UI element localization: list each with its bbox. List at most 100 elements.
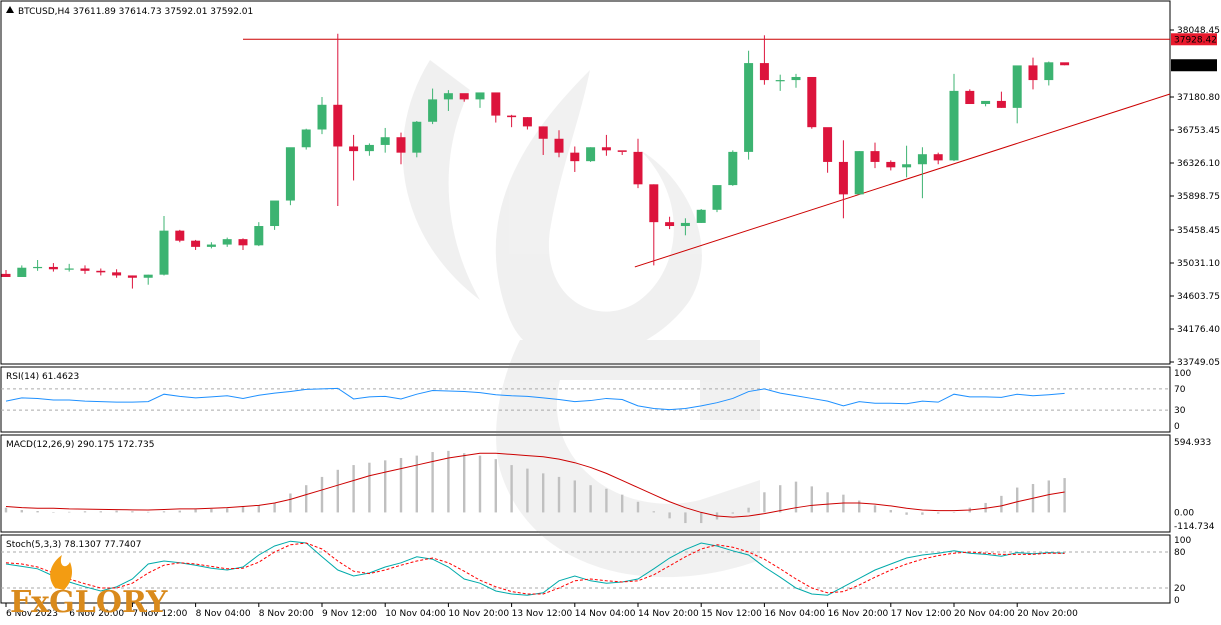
macd-histogram-bar	[810, 486, 813, 513]
candle-body	[649, 184, 659, 223]
macd-histogram-bar	[700, 512, 703, 524]
candle-body	[601, 147, 611, 151]
rsi-tick-label: 100	[1174, 369, 1191, 379]
candle-body	[838, 161, 848, 195]
candle-body	[854, 151, 864, 195]
macd-histogram-bar	[652, 511, 655, 513]
macd-histogram-bar	[605, 488, 608, 513]
macd-signal-line	[5, 452, 1065, 518]
candle-body	[1060, 62, 1070, 66]
collapse-triangle-icon[interactable]	[6, 6, 14, 13]
candle-body	[1, 273, 11, 277]
macd-panel-frame	[0, 434, 1171, 533]
macd-histogram-bar	[684, 512, 687, 524]
macd-histogram-bar	[178, 510, 181, 513]
macd-histogram-bar	[36, 510, 39, 513]
candle-body	[48, 266, 58, 270]
candle-body	[222, 239, 232, 245]
stoch-tick-label: 20	[1174, 584, 1186, 594]
rsi-series: 100 70 30 0	[1, 369, 1191, 432]
macd-histogram-bar	[320, 476, 324, 513]
macd-histogram-bar	[399, 457, 403, 513]
macd-histogram-bar	[510, 465, 513, 513]
rsi-tick-label: 70	[1174, 385, 1186, 395]
macd-histogram-bar	[873, 505, 877, 513]
candle-body	[96, 270, 106, 273]
candle-body	[507, 115, 517, 118]
candle-body	[33, 266, 43, 269]
time-tick-label: 14 Nov 04:00	[575, 609, 636, 619]
macd-histogram-bar	[257, 505, 260, 513]
rsi-title: RSI(14) 61.4623	[6, 372, 79, 382]
time-tick-label: 7 Nov 12:00	[132, 609, 187, 619]
macd-histogram-bar	[68, 511, 71, 513]
time-tick-label: 10 Nov 04:00	[385, 609, 446, 619]
stoch-title: Stoch(5,3,3) 78.1307 77.7407	[6, 540, 141, 550]
candle-body	[775, 80, 785, 82]
candle-body	[333, 104, 343, 147]
candle-body	[254, 226, 264, 246]
candle-body	[586, 147, 596, 162]
macd-histogram-bar	[478, 455, 482, 513]
brand-wordmark: FxGLORY	[10, 585, 168, 620]
price-tick-label: 37180.80	[1177, 93, 1220, 103]
candle-body	[64, 268, 74, 270]
candle-body	[80, 268, 90, 271]
rsi-line	[5, 387, 1065, 411]
time-tick-label: 6 Nov 20:00	[69, 609, 124, 619]
macd-histogram-bar	[937, 512, 940, 514]
candle-body	[317, 104, 327, 130]
macd-histogram-bar	[589, 485, 592, 513]
candle-body	[364, 144, 374, 152]
candle-body	[949, 90, 959, 161]
candle-body	[712, 185, 722, 210]
candle-body	[491, 92, 501, 116]
candle-body	[759, 63, 769, 81]
macd-histogram-bar	[83, 511, 87, 513]
rsi-tick-label: 0	[1174, 422, 1180, 432]
candle-body	[933, 154, 943, 161]
time-tick-label: 16 Nov 20:00	[828, 609, 889, 619]
macd-histogram-bar	[573, 480, 576, 513]
candle-body	[238, 239, 248, 246]
candle-body	[1028, 65, 1038, 81]
macd-histogram-bar	[826, 492, 829, 513]
candle-body	[744, 63, 754, 152]
time-tick-label: 6 Nov 2023	[6, 609, 58, 619]
resistance-label: 37928.42	[1174, 35, 1217, 45]
candle-body	[143, 274, 153, 278]
candle-body	[112, 272, 122, 276]
candle-body	[538, 126, 548, 139]
macd-histogram-bar	[447, 450, 450, 513]
time-axis: 6 Nov 2023 6 Nov 20:00 7 Nov 12:00 8 Nov 04…	[5, 603, 1078, 619]
candle-body	[349, 146, 359, 152]
candle-body	[522, 117, 532, 127]
price-axis: 38048.45 37180.80 36753.45 36326.10 35898.75…	[1170, 26, 1220, 368]
time-tick-label: 16 Nov 04:00	[764, 609, 825, 619]
flame-icon	[50, 555, 72, 590]
candle-body	[870, 151, 880, 162]
stoch-tick-label: 0	[1174, 596, 1180, 606]
price-panel-frame	[0, 0, 1171, 365]
candle-body	[554, 138, 564, 153]
stoch-tick-label: 80	[1174, 548, 1186, 558]
candle-body	[127, 275, 137, 278]
macd-histogram-bar	[794, 481, 798, 513]
macd-histogram-bar	[557, 476, 561, 513]
candle-body	[301, 129, 311, 148]
macd-histogram-bar	[1000, 495, 1003, 513]
stoch-tick-label: 100	[1174, 536, 1191, 546]
candle-body	[1044, 62, 1054, 81]
macd-histogram-bar	[210, 508, 213, 513]
candle-body	[206, 244, 216, 247]
price-tick-label: 34176.40	[1177, 325, 1220, 335]
macd-histogram-bar	[542, 473, 545, 513]
support-trendline	[634, 93, 1171, 268]
macd-histogram-bar	[99, 511, 102, 513]
candle-body	[396, 137, 406, 153]
candle-body	[965, 90, 975, 105]
macd-histogram-bar	[241, 506, 245, 513]
candle-body	[191, 240, 201, 247]
stoch-panel-frame	[0, 534, 1171, 604]
macd-histogram-bar	[984, 502, 987, 513]
